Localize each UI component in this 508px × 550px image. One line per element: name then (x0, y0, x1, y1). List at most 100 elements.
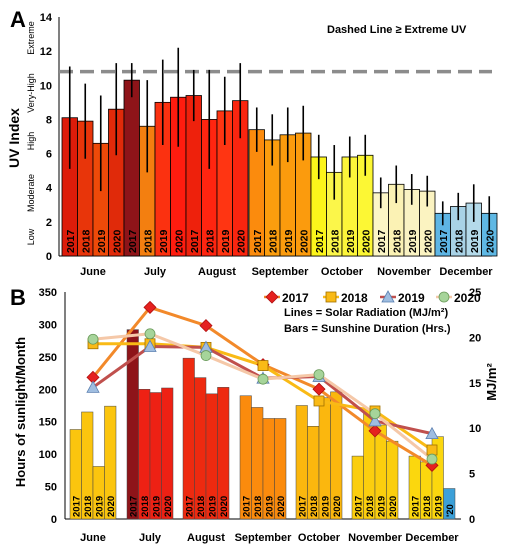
panel-b-point-2018 (426, 444, 438, 456)
panel-b-bar (443, 488, 456, 520)
panel-a-y-tick-label: 6 (46, 149, 52, 161)
panel-b-y2-tick-label: 15 (469, 378, 481, 390)
panel-a-bar-year-label: 2018 (329, 229, 341, 253)
panel-b-y-tick-label: 150 (39, 417, 57, 429)
panel-a-note: Dashed Line ≥ Extreme UV (327, 24, 467, 36)
panel-a-bar-year-label: 2019 (407, 229, 419, 253)
panel-b-y2-axis-title: MJ/m² (484, 363, 499, 401)
panel-a-uv-category-label: Low (26, 228, 36, 245)
panel-a-bar-year-label: 2019 (158, 229, 170, 253)
panel-a-y-tick-label: 4 (46, 183, 53, 195)
panel-b-x-tick-label: June (80, 532, 106, 544)
panel-a-bar-year-label: 2018 (204, 229, 216, 253)
panel-b-bar-year-label: 2018 (422, 496, 433, 517)
panel-b-bar (104, 405, 117, 520)
panel-b-bar-year-label: 2017 (128, 496, 139, 517)
panel-b-y2-tick-label: 5 (469, 469, 475, 481)
panel-b-note-bars: Bars = Sunshine Duration (Hrs.) (284, 323, 451, 335)
panel-a-bar-year-label: 2020 (298, 229, 310, 253)
panel-a-x-tick-label: July (144, 266, 167, 278)
panel-b-y-tick-label: 200 (39, 384, 57, 396)
panel-b-bar-year-label: 2019 (320, 496, 331, 517)
panel-b-bar-year-label: 2017 (410, 496, 421, 517)
panel-b-bar (161, 387, 174, 520)
panel-b-legend-label: 2018 (341, 291, 368, 305)
panel-b-bar-year-label: 2020 (106, 496, 117, 517)
panel-a-bar-year-label: 2018 (267, 229, 279, 253)
panel-a-plot: 0 2 4 6 8 10 12 14 Low Moderate High Very-High Extre… (26, 12, 498, 278)
panel-b-bar (217, 387, 230, 520)
panel-a-bar-year-label: 2018 (391, 229, 403, 253)
panel-a-bar-year-label: 2017 (65, 229, 77, 253)
panel-b-legend-label: 2019 (398, 291, 425, 305)
panel-b-bar-year-label: 2018 (253, 496, 264, 517)
panel-a-uv-category-label: High (26, 132, 36, 151)
panel-b-x-tick-label: July (139, 532, 162, 544)
panel-b-y-axis-title: Hours of sunlight/Month (13, 337, 28, 487)
panel-b-y-tick-label: 350 (39, 287, 57, 299)
panel-b-y-tick-label: 300 (39, 319, 57, 331)
panel-a-bar-year-label: 2017 (438, 229, 450, 253)
panel-b-y2-tick-label: 0 (469, 514, 475, 526)
panel-b-bar-year-label: 2017 (184, 496, 195, 517)
panel-a-bar-year-label: 2019 (220, 229, 232, 253)
panel-b-bar (274, 418, 287, 520)
panel-a-bar-year-label: 2019 (469, 229, 481, 253)
panel-b-bar-year-label: 2019 (433, 496, 444, 517)
panel-b-point-2017 (312, 382, 326, 396)
panel-b-bar-year-label: 2019 (376, 496, 387, 517)
panel-b-y2-tick-label: 20 (469, 332, 481, 344)
panel-b-bar-year-label: 2019 (94, 496, 105, 517)
panel-b-point-2019 (86, 380, 100, 393)
panel-a-bar-year-label: 2020 (235, 229, 247, 253)
panel-b-point-2019 (425, 426, 439, 440)
panel-b-bar-year-label: 2018 (196, 496, 207, 517)
panel-b-bar (81, 411, 94, 520)
panel-a-y-tick-label: 14 (40, 12, 53, 24)
panel-b-note-lines: Lines = Solar Radiation (MJ/m²) (284, 307, 448, 319)
panel-a-uv-category-label: Moderate (26, 174, 36, 212)
panel-a-bar-year-label: 2020 (360, 229, 372, 253)
panel-b-bar-year-label: 2017 (71, 496, 82, 517)
panel-a-bar-year-label: 2018 (453, 229, 465, 253)
panel-b-point-2017 (143, 300, 157, 315)
panel-b-point-2019 (143, 339, 157, 352)
panel-a-y-tick-label: 10 (40, 80, 52, 92)
panel-b-x-tick-label: September (235, 532, 293, 544)
panel-b-bar-year-label: 2018 (140, 496, 151, 517)
panel-b-point-2018 (257, 360, 269, 371)
panel-b-bar-year-label: 2020 (388, 496, 399, 517)
panel-b-x-tick-label: August (187, 532, 225, 544)
panel-b-bar-year-label: 2020 (332, 496, 343, 517)
panel-b-legend-label: 2017 (282, 291, 309, 305)
panel-b-legend-marker-2019 (381, 290, 395, 303)
panel-b-bar-year-label: 2018 (309, 496, 320, 517)
panel-b-point-2020 (144, 328, 156, 340)
panel-b-bar-year-label: 2020 (163, 496, 174, 517)
panel-b-point-2020 (257, 373, 269, 385)
panel-a-bar-year-label: 2017 (127, 229, 139, 253)
panel-b-point-2020 (426, 453, 438, 465)
panel-a-bar-year-label: 2017 (252, 229, 264, 253)
panel-a-bar (123, 79, 140, 257)
panel-b-bar-year-label: 2019 (264, 496, 275, 517)
panel-a-x-tick-label: June (80, 266, 106, 278)
panel-b-point-2018 (313, 395, 325, 407)
panel-a-y-tick-label: 12 (40, 46, 52, 58)
panel-a-uv-category-label: Very-High (26, 73, 36, 113)
panel-a-bar-year-label: 2017 (376, 229, 388, 253)
panel-a-x-tick-label: October (321, 266, 364, 278)
panel-b-x-tick-label: December (405, 532, 459, 544)
panel-b-bar-year-label: 2020 (219, 496, 230, 517)
panel-b-y-tick-label: 0 (51, 514, 57, 526)
panel-a-x-tick-label: December (439, 266, 493, 278)
panel-b-bar-year-label: 2020 (276, 496, 287, 517)
panel-b-point-2019 (368, 414, 382, 427)
panel-b-y-tick-label: 100 (39, 449, 57, 461)
panel-b-bar (431, 436, 444, 520)
panel-b-bar-year-label: '20 (445, 504, 456, 517)
panel-b-bar-year-label: 2017 (353, 496, 364, 517)
panel-b-y2-tick-label: 25 (469, 287, 481, 299)
panel-a-y-axis-title: UV Index (6, 108, 22, 168)
panel-a-bar-year-label: 2020 (422, 229, 434, 253)
